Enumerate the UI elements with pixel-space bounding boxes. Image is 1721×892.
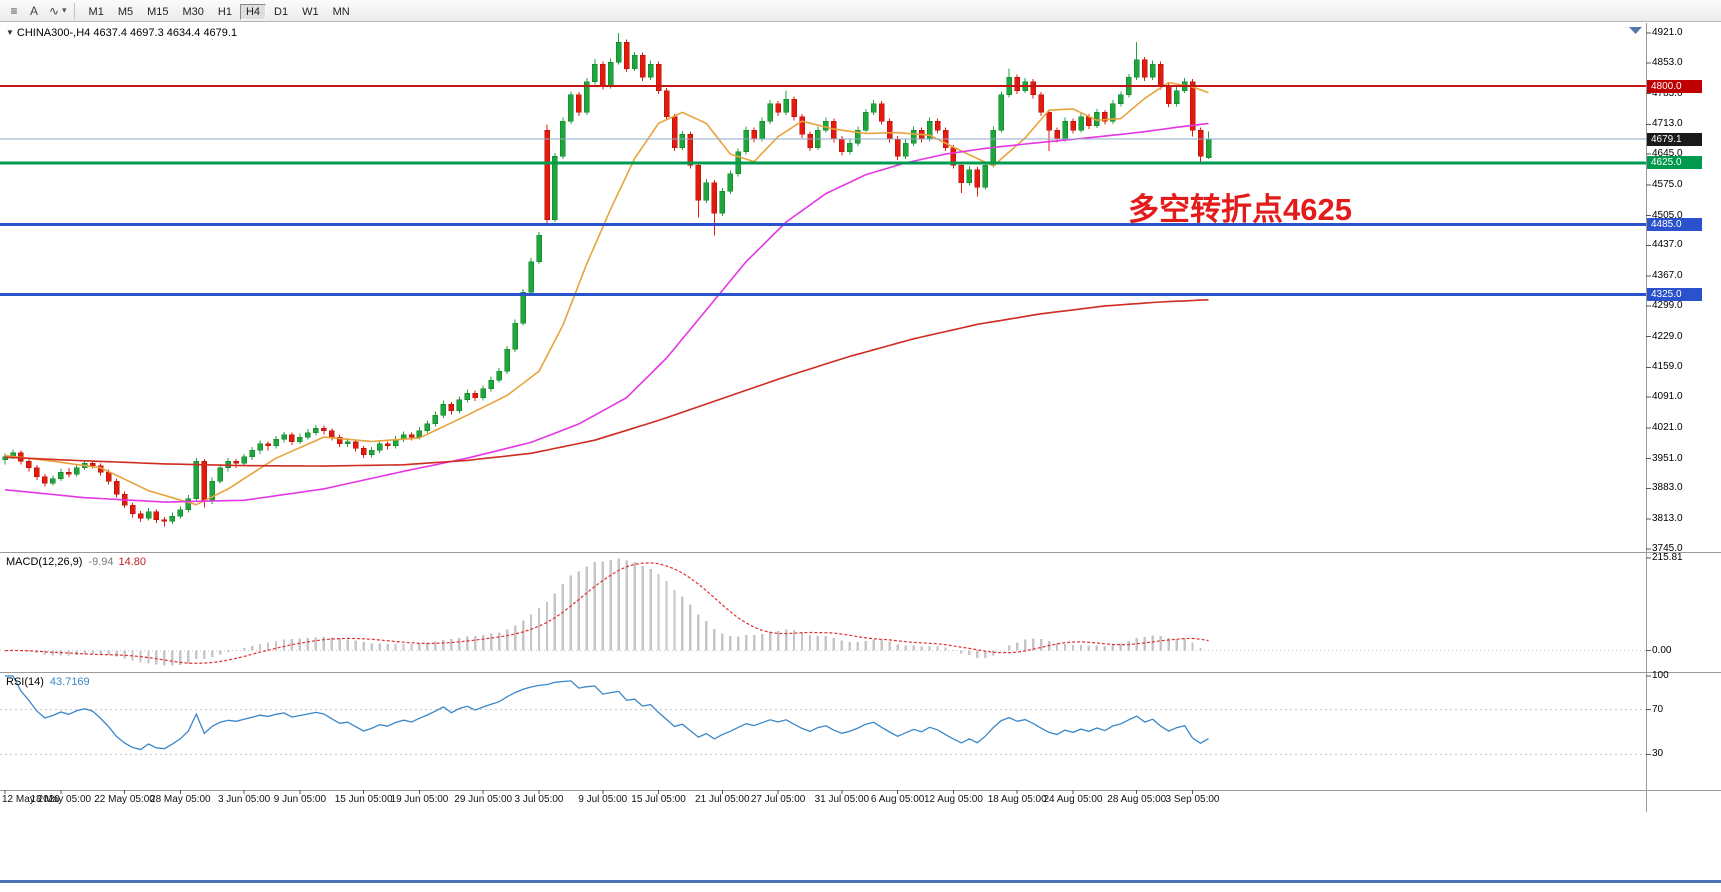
price-axis-label: 4853.0 xyxy=(1652,56,1683,68)
time-axis-label[interactable]: 18 May 05:00 xyxy=(30,794,92,805)
rsi-axis-label: 70 xyxy=(1652,703,1664,715)
timeframe-button-W1[interactable]: W1 xyxy=(302,5,319,18)
price-axis-label: 4575.0 xyxy=(1652,178,1683,190)
axis-ticks xyxy=(4,32,1651,794)
time-axis-label[interactable]: 29 Jun 05:00 xyxy=(454,794,513,805)
macd-axis-label: 0.00 xyxy=(1652,644,1672,656)
timeframe-button-D1[interactable]: D1 xyxy=(274,5,289,18)
time-axis-label[interactable]: 15 Jul 05:00 xyxy=(631,794,686,805)
text-tool-icon[interactable]: A xyxy=(29,3,38,18)
ma-mid-magenta xyxy=(4,122,1209,503)
macd-axis-label: 215.81 xyxy=(1652,551,1683,563)
timeframe-button-M15[interactable]: M15 xyxy=(147,5,169,18)
price-axis-label: 4437.0 xyxy=(1652,239,1683,251)
price-axis-label: 4367.0 xyxy=(1652,270,1683,282)
timeframe-button-MN[interactable]: MN xyxy=(332,5,350,18)
chevron-down-icon[interactable]: ▾ xyxy=(62,5,67,15)
price-axis-label: 4159.0 xyxy=(1652,361,1683,373)
timeframe-button-M30[interactable]: M30 xyxy=(182,5,204,18)
macd-name: MACD(12,26,9) xyxy=(6,556,83,568)
time-axis-label[interactable]: 21 Jul 05:00 xyxy=(695,794,750,805)
price-axis-label: 4091.0 xyxy=(1652,391,1683,403)
toolbar-separator xyxy=(73,2,75,19)
price-tag-4679.1: 4679.1 xyxy=(1647,132,1702,146)
time-axis-label[interactable]: 9 Jul 05:00 xyxy=(578,794,628,805)
rsi-axis-label: 30 xyxy=(1652,748,1664,760)
time-axis-label[interactable]: 28 May 05:00 xyxy=(150,794,211,805)
shapes-tool-icon[interactable]: ∿ xyxy=(48,3,60,18)
time-axis-label[interactable]: 19 Jun 05:00 xyxy=(390,794,449,805)
price-tag-4800.0: 4800.0 xyxy=(1647,79,1702,93)
chart-symbol-title: ▼ CHINA300-,H4 4637.4 4697.3 4634.4 4679.… xyxy=(6,27,237,39)
price-axis-label: 4505.0 xyxy=(1652,209,1683,221)
price-axis-label: 4021.0 xyxy=(1652,421,1683,433)
price-tag-4485.0: 4485.0 xyxy=(1647,217,1702,231)
toolbar: ≡ A ∿ ▾ M1 M5 M15 M30 H1 H4 D1 W1 MN xyxy=(0,0,1721,22)
candlestick-series xyxy=(2,33,1212,527)
time-axis-label[interactable]: 6 Aug 05:00 xyxy=(870,794,925,805)
time-axis-label[interactable]: 3 Jun 05:00 xyxy=(217,794,271,805)
price-axis-label: 4783.0 xyxy=(1652,87,1683,99)
rsi-line xyxy=(5,675,1209,751)
price-axis-label: 3883.0 xyxy=(1652,482,1683,494)
macd-histogram xyxy=(11,558,1210,666)
rsi-name: RSI(14) xyxy=(6,676,44,688)
timeframe-button-M1[interactable]: M1 xyxy=(88,5,104,18)
rsi-indicator-label: RSI(14) 43.7169 xyxy=(6,676,90,688)
window-bottom-border xyxy=(0,880,1721,883)
time-axis-label[interactable]: 3 Sep 05:00 xyxy=(1165,794,1220,805)
chart-expand-icon[interactable]: ▼ xyxy=(6,28,14,37)
horizontal-level-lines xyxy=(0,85,1646,296)
time-axis-label[interactable]: 31 Jul 05:00 xyxy=(814,794,870,805)
time-axis-label[interactable]: 28 Aug 05:00 xyxy=(1107,794,1167,805)
macd-indicator-label: MACD(12,26,9) -9.94 14.80 xyxy=(6,556,146,568)
price-tag-4625.0: 4625.0 xyxy=(1647,156,1702,170)
price-axis-label: 4921.0 xyxy=(1652,27,1683,38)
macd-signal-line xyxy=(4,562,1209,664)
time-axis-label[interactable]: 27 Jul 05:00 xyxy=(750,794,806,805)
chart-shift-marker-icon[interactable] xyxy=(1629,27,1642,34)
time-axis-label[interactable]: 22 May 05:00 xyxy=(94,794,155,805)
macd-value-signal: 14.80 xyxy=(118,556,147,568)
rsi-axis-label: 100 xyxy=(1652,670,1669,681)
time-axis-label[interactable]: 12 May 2020 xyxy=(2,794,60,805)
time-axis-label[interactable]: 24 Aug 05:00 xyxy=(1043,794,1103,805)
price-axis-label: 4229.0 xyxy=(1652,330,1683,342)
timeframe-button-H4[interactable]: H4 xyxy=(239,3,267,20)
ma-slow-red xyxy=(4,299,1209,467)
price-axis-label: 4713.0 xyxy=(1652,118,1683,130)
rsi-value: 43.7169 xyxy=(49,676,90,688)
indicators-icon[interactable]: ≡ xyxy=(10,3,18,18)
price-axis-label: 3745.0 xyxy=(1652,543,1683,554)
timeframe-button-H1[interactable]: H1 xyxy=(217,5,232,18)
price-tag-4325.0: 4325.0 xyxy=(1647,288,1702,301)
time-axis-label[interactable]: 12 Aug 05:00 xyxy=(923,794,983,805)
price-axis-label: 4299.0 xyxy=(1652,299,1683,311)
timeframe-button-M5[interactable]: M5 xyxy=(117,5,134,18)
price-axis-label: 4645.0 xyxy=(1652,148,1683,160)
macd-value-main: -9.94 xyxy=(88,556,114,568)
price-axis-label: 3951.0 xyxy=(1652,452,1683,464)
time-axis-label[interactable]: 15 Jun 05:00 xyxy=(334,794,393,805)
timeframe-button-group: M1 M5 M15 M30 H1 H4 D1 W1 MN xyxy=(82,2,357,20)
time-axis-label[interactable]: 3 Jul 05:00 xyxy=(514,794,564,805)
time-axis-label[interactable]: 18 Aug 05:00 xyxy=(987,794,1047,805)
chart-text-annotation: 多空转折点4625 xyxy=(1128,192,1352,227)
symbol-ohlc-text: CHINA300-,H4 4637.4 4697.3 4634.4 4679.1 xyxy=(16,27,238,39)
time-axis-label[interactable]: 9 Jun 05:00 xyxy=(273,794,327,805)
ma-fast-orange xyxy=(4,81,1209,506)
price-axis-label: 3813.0 xyxy=(1652,513,1683,525)
